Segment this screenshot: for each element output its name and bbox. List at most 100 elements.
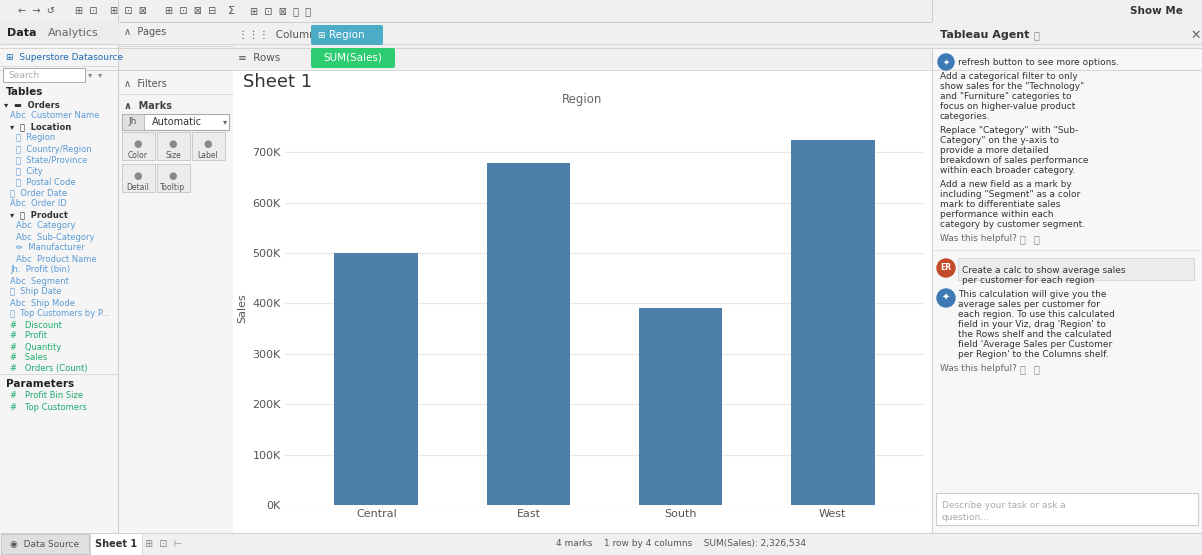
Text: including "Segment" as a color: including "Segment" as a color [940, 190, 1081, 199]
Text: ✦: ✦ [942, 293, 950, 303]
Text: 🌐  Region: 🌐 Region [16, 134, 55, 143]
Text: ▾  👤  Product: ▾ 👤 Product [10, 210, 69, 219]
Text: 🌐  City: 🌐 City [16, 166, 43, 175]
Bar [614, 280, 654, 296]
Circle shape [938, 259, 956, 277]
Bar [0, 22, 118, 555]
Text: ⊙: ⊙ [676, 169, 686, 181]
Text: Label: Label [197, 150, 219, 159]
Text: focus on higher-value product: focus on higher-value product [940, 102, 1076, 111]
Text: The calculation is valid.: The calculation is valid. [410, 283, 525, 293]
Text: ✏  Manufacturer: ✏ Manufacturer [16, 244, 85, 253]
Text: Replace "Category" with "Sub-: Replace "Category" with "Sub- [940, 126, 1078, 135]
Text: field 'Average Sales per Customer: field 'Average Sales per Customer [958, 340, 1112, 349]
Text: ⊞  ⊡  ⊠  ⬛  ⬛: ⊞ ⊡ ⊠ ⬛ ⬛ [250, 6, 311, 16]
Text: Describe your task or ask a: Describe your task or ask a [942, 502, 1066, 511]
Text: ⊞  ⊡  ⊠  ⊟: ⊞ ⊡ ⊠ ⊟ [165, 6, 216, 16]
Circle shape [938, 289, 956, 307]
Text: Region: Region [561, 93, 602, 107]
Text: <: < [349, 28, 357, 38]
Text: field in your Viz, drag 'Region' to: field in your Viz, drag 'Region' to [958, 320, 1106, 329]
Text: ▾: ▾ [88, 70, 93, 79]
Text: ●: ● [133, 139, 142, 149]
Text: 🌐  Country/Region: 🌐 Country/Region [16, 144, 91, 154]
Text: performance within each: performance within each [940, 210, 1053, 219]
Bar [157, 164, 190, 192]
Text: Σ: Σ [228, 6, 236, 16]
Bar [932, 22, 1202, 48]
Text: 🌐  Postal Code: 🌐 Postal Code [16, 178, 76, 186]
Text: ▾  ▬  Orders: ▾ ▬ Orders [4, 100, 60, 109]
Text: Detail: Detail [126, 183, 149, 191]
Bar [1, 534, 89, 554]
Text: 👍: 👍 [1020, 364, 1025, 374]
Circle shape [938, 54, 954, 70]
Text: ▾: ▾ [224, 118, 227, 127]
Text: #   Discount: # Discount [10, 320, 61, 330]
Text: Jh: Jh [129, 118, 137, 127]
Text: #   Profit Bin Size: # Profit Bin Size [10, 391, 83, 401]
Bar [0, 0, 1202, 22]
Text: Was this helpful?: Was this helpful? [940, 364, 1017, 373]
FancyBboxPatch shape [311, 25, 383, 45]
Text: ∧  Pages: ∧ Pages [124, 27, 166, 37]
Text: ∧  Filters: ∧ Filters [124, 79, 167, 89]
Text: ⊞  ⊡  ⊢: ⊞ ⊡ ⊢ [145, 539, 183, 549]
Text: ⋮⋮⋮  Columns: ⋮⋮⋮ Columns [238, 30, 321, 40]
Bar [958, 258, 1194, 280]
Text: Sheet 1: Sheet 1 [243, 73, 313, 91]
Text: Abc  Sub-Category: Abc Sub-Category [16, 233, 95, 241]
Text: ●: ● [168, 139, 177, 149]
Bar [660, 280, 696, 296]
Text: Show Me: Show Me [1130, 6, 1183, 16]
Text: ◉  Data Source: ◉ Data Source [10, 539, 79, 548]
Y-axis label: Sales: Sales [237, 294, 246, 324]
Text: Abc  Segment: Abc Segment [10, 276, 69, 285]
Text: categories.: categories. [940, 112, 990, 121]
Text: Size: Size [165, 150, 180, 159]
Text: (: ( [630, 200, 636, 210]
Text: 👎: 👎 [1034, 364, 1040, 374]
Text: :: : [599, 200, 618, 210]
Text: ✕: ✕ [1190, 28, 1201, 42]
Text: ,: , [548, 200, 560, 210]
Text: ER: ER [940, 264, 952, 273]
Text: [Customer Name]: [Customer Name] [471, 200, 565, 210]
Bar [121, 132, 155, 160]
Text: #   Quantity: # Quantity [10, 342, 61, 351]
Text: Average Sales per Customer per ...: Average Sales per Customer per ... [410, 170, 593, 180]
Text: Abc  Ship Mode: Abc Ship Mode [10, 299, 75, 307]
Text: Search: Search [8, 70, 40, 79]
Text: question...: question... [942, 512, 990, 522]
Bar [487, 163, 570, 505]
Bar [121, 114, 230, 130]
Text: 🔗  Top Customers by P...: 🔗 Top Customers by P... [10, 310, 109, 319]
Text: ≡  Rows: ≡ Rows [238, 53, 280, 63]
Text: ⓘ: ⓘ [1034, 30, 1040, 40]
Text: Abc  Product Name: Abc Product Name [16, 255, 96, 264]
Text: OK: OK [671, 283, 686, 293]
Text: Tooltip: Tooltip [160, 183, 185, 191]
Text: ▾  👤  Location: ▾ 👤 Location [10, 123, 71, 132]
Bar [334, 253, 418, 505]
Bar [401, 163, 706, 187]
Text: ) }): ) }) [670, 200, 695, 210]
Bar [118, 70, 233, 533]
Text: SUM: SUM [614, 200, 632, 210]
Text: within each broader category.: within each broader category. [940, 166, 1076, 175]
Bar [121, 164, 155, 192]
Text: Add a new field as a mark by: Add a new field as a mark by [940, 180, 1072, 189]
Bar [90, 533, 142, 555]
Text: FIXED: FIXED [441, 200, 472, 210]
Text: mark to differentiate sales: mark to differentiate sales [940, 200, 1060, 209]
Text: Automatic: Automatic [151, 117, 202, 127]
Text: [Region]: [Region] [558, 200, 608, 210]
Text: per Region' to the Columns shelf.: per Region' to the Columns shelf. [958, 350, 1108, 359]
Text: ▶: ▶ [700, 233, 707, 241]
Text: ●: ● [204, 139, 213, 149]
Text: [Sales]: [Sales] [635, 200, 678, 210]
Bar [118, 22, 932, 70]
Text: 📅  Order Date: 📅 Order Date [10, 189, 67, 198]
Text: refresh button to see more options.: refresh button to see more options. [958, 58, 1119, 67]
Text: Category" on the y-axis to: Category" on the y-axis to [940, 136, 1059, 145]
